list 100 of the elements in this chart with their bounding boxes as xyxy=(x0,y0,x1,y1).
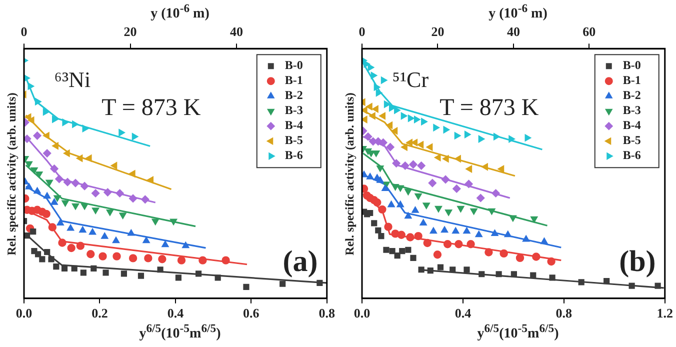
point xyxy=(578,279,584,286)
point xyxy=(63,178,72,186)
point xyxy=(112,236,120,244)
x-tick-label: 0.4 xyxy=(454,306,472,321)
point xyxy=(406,233,414,242)
point xyxy=(421,118,428,126)
point xyxy=(524,134,532,142)
legend-label: B-3 xyxy=(622,103,641,118)
x-tick-label: 0.2 xyxy=(92,306,108,321)
point xyxy=(91,189,100,198)
x2-axis-title: y (10$^{-6}$ m) xyxy=(488,2,548,23)
point xyxy=(102,270,109,276)
point xyxy=(157,266,164,273)
x-tick-label: 0.8 xyxy=(318,306,336,321)
point xyxy=(316,280,323,286)
point xyxy=(450,266,456,273)
point xyxy=(444,210,452,216)
point xyxy=(66,224,74,231)
point xyxy=(628,282,635,289)
point xyxy=(433,250,442,259)
point xyxy=(52,116,58,123)
annotation: T = 873 K xyxy=(440,94,540,121)
legend-label: B-0 xyxy=(284,58,303,72)
point xyxy=(30,228,36,235)
point xyxy=(417,162,426,170)
point xyxy=(454,155,461,162)
point xyxy=(128,170,136,178)
point xyxy=(392,184,399,190)
point xyxy=(440,226,448,233)
point xyxy=(379,112,386,120)
point xyxy=(138,272,144,279)
x-tick-label: 1.2 xyxy=(656,306,673,321)
point xyxy=(152,218,159,226)
point xyxy=(368,64,374,72)
point xyxy=(417,141,424,148)
point xyxy=(25,161,33,168)
x-axis-title: y$^{6/5}$(10$^{-5}$m$^{6/5}$) xyxy=(476,322,560,343)
point xyxy=(478,271,485,278)
point xyxy=(654,282,661,289)
legend-label: B-4 xyxy=(622,118,641,132)
legend-label: B-1 xyxy=(622,73,641,88)
point xyxy=(371,220,378,226)
point xyxy=(72,120,78,128)
point xyxy=(516,254,524,262)
point xyxy=(433,124,440,132)
point xyxy=(382,184,389,192)
point xyxy=(43,192,51,199)
point xyxy=(80,182,89,190)
point xyxy=(426,143,433,151)
point xyxy=(370,72,378,80)
point xyxy=(42,132,50,140)
point xyxy=(464,180,473,188)
point xyxy=(388,104,396,112)
point xyxy=(195,270,202,277)
point xyxy=(434,154,441,162)
point xyxy=(56,219,64,226)
point xyxy=(437,264,444,270)
point xyxy=(280,280,286,287)
point xyxy=(466,240,475,248)
point xyxy=(532,252,540,261)
point xyxy=(120,270,127,277)
point xyxy=(243,284,250,290)
x-tick-label: 0.0 xyxy=(16,306,32,321)
point xyxy=(389,248,396,254)
point xyxy=(373,198,382,207)
point xyxy=(428,178,437,188)
point xyxy=(71,265,78,272)
legend-label: B-6 xyxy=(622,148,641,162)
point xyxy=(391,127,398,135)
point xyxy=(430,227,438,234)
point xyxy=(53,263,60,270)
point xyxy=(470,208,478,215)
point xyxy=(452,227,460,234)
point xyxy=(378,205,386,214)
point xyxy=(28,116,34,124)
point xyxy=(372,150,380,157)
point xyxy=(376,176,384,183)
point xyxy=(222,256,230,264)
legend-label: B-3 xyxy=(284,103,303,118)
point xyxy=(492,189,500,198)
point xyxy=(376,89,382,96)
point xyxy=(362,170,368,178)
point xyxy=(88,228,96,235)
x-tick-label: 0.6 xyxy=(243,306,260,321)
point xyxy=(76,154,83,162)
point xyxy=(547,257,556,266)
point xyxy=(442,155,449,162)
point xyxy=(372,105,378,113)
point xyxy=(464,130,471,138)
point xyxy=(48,256,54,262)
point xyxy=(362,106,368,114)
point xyxy=(132,133,138,140)
point xyxy=(604,278,610,284)
point xyxy=(50,198,58,205)
point xyxy=(530,216,538,223)
point xyxy=(106,210,114,216)
point xyxy=(496,271,502,278)
point xyxy=(410,254,416,261)
point xyxy=(374,84,380,91)
legend-label: B-4 xyxy=(284,118,303,132)
